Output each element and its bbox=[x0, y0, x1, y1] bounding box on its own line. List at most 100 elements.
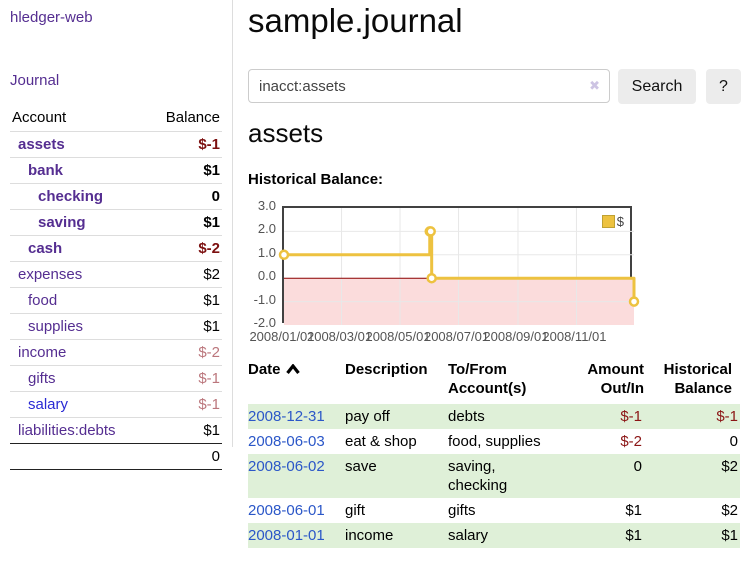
help-button[interactable]: ? bbox=[706, 69, 741, 104]
transaction-description: income bbox=[345, 527, 394, 544]
account-balance: $-1 bbox=[148, 365, 222, 392]
search-box: ✖ bbox=[248, 69, 610, 103]
transaction-amount: $-1 bbox=[620, 408, 642, 425]
y-axis-tick-label: -1.0 bbox=[253, 291, 276, 307]
transaction-date-cell[interactable]: 2008-12-31 bbox=[248, 404, 345, 429]
account-balance: $1 bbox=[148, 313, 222, 340]
accounts-header-account: Account bbox=[12, 109, 67, 126]
x-axis-tick-label: 2008/03/01 bbox=[306, 329, 373, 344]
register-header-label: Amount Out/In bbox=[587, 361, 644, 397]
sidebar-item-journal[interactable]: Journal bbox=[10, 72, 60, 89]
chart-canvas bbox=[278, 208, 640, 325]
chevron-up-icon bbox=[285, 364, 300, 374]
register-header-historical[interactable]: Historical Balance bbox=[652, 358, 740, 404]
data-point-marker bbox=[278, 249, 290, 261]
accounts-table: Account Balance assets $-1 bank $1 checking 0… bbox=[10, 105, 222, 470]
register-header-description[interactable]: Description bbox=[345, 358, 448, 404]
transaction-balance: 0 bbox=[729, 433, 738, 450]
sidebar-account-link-salary[interactable]: salary bbox=[28, 396, 69, 413]
sidebar-account-row: gifts $-1 bbox=[10, 365, 222, 392]
account-balance: $-1 bbox=[148, 391, 222, 418]
sidebar-account-row: liabilities:debts $1 bbox=[10, 417, 222, 444]
main-content: sample.journal ✖ Search ? assets Histori… bbox=[248, 0, 742, 582]
transaction-date-link[interactable]: 2008-01-01 bbox=[248, 527, 325, 544]
chart-plot-area: $ bbox=[278, 206, 640, 325]
sidebar-account-link-bank[interactable]: bank bbox=[28, 162, 64, 179]
sidebar-account-row: checking 0 bbox=[10, 183, 222, 210]
transaction-balance: $1 bbox=[721, 527, 738, 544]
search-input[interactable] bbox=[248, 69, 610, 103]
account-balance: $1 bbox=[148, 417, 222, 444]
sidebar-account-link-supplies[interactable]: supplies bbox=[28, 318, 84, 335]
transaction-description: pay off bbox=[345, 408, 390, 425]
chart-title: Historical Balance: bbox=[248, 171, 384, 188]
transaction-amount: $-2 bbox=[620, 433, 642, 450]
sidebar-account-link-checking[interactable]: checking bbox=[38, 188, 104, 205]
transaction-date-cell[interactable]: 2008-06-01 bbox=[248, 498, 345, 523]
register-header-label: Historical Balance bbox=[663, 361, 732, 397]
register-header-amount[interactable]: Amount Out/In bbox=[575, 358, 652, 404]
transaction-date-link[interactable]: 2008-06-02 bbox=[248, 458, 325, 475]
sidebar-account-row: supplies $1 bbox=[10, 313, 222, 340]
sidebar-account-link-assets[interactable]: assets bbox=[18, 136, 65, 153]
sidebar-account-row: income $-2 bbox=[10, 339, 222, 366]
historical-balance-chart: $ 3.0 2.0 1.0 0.0 -1.0 -2.0 2008/01/01 2008/03/… bbox=[248, 196, 742, 346]
sidebar-account-link-cash[interactable]: cash bbox=[28, 240, 63, 257]
transaction-amount: $1 bbox=[625, 502, 642, 519]
account-balance: $-1 bbox=[148, 131, 222, 158]
x-axis-tick-label: 2008/05/01 bbox=[365, 329, 431, 344]
data-point-marker bbox=[628, 296, 640, 307]
register-row: 2008-06-01 gift gifts $1 $2 bbox=[248, 498, 740, 523]
register-header-tofrom[interactable]: To/From Account(s) bbox=[448, 358, 575, 404]
y-axis-tick-label: 0.0 bbox=[257, 268, 276, 284]
account-heading: assets bbox=[248, 118, 324, 148]
x-axis-tick-label: 2008/01/01 bbox=[249, 329, 315, 344]
sidebar-account-row: saving $1 bbox=[10, 209, 222, 236]
sidebar-account-link-saving[interactable]: saving bbox=[38, 214, 86, 231]
transaction-accounts: salary bbox=[448, 527, 489, 544]
account-balance: 0 bbox=[148, 183, 222, 210]
sidebar-account-link-expenses[interactable]: expenses bbox=[18, 266, 83, 283]
transaction-balance: $2 bbox=[721, 458, 738, 475]
sidebar-account-link-liabilities-debts[interactable]: liabilities:debts bbox=[18, 422, 116, 439]
transaction-balance: $2 bbox=[721, 502, 738, 519]
y-axis-tick-label: 3.0 bbox=[257, 198, 276, 213]
sidebar-account-row: expenses $2 bbox=[10, 261, 222, 288]
data-point-marker bbox=[426, 272, 437, 284]
register-row: 2008-06-02 save saving, checking 0 $2 bbox=[248, 454, 740, 498]
register-header-date[interactable]: Date bbox=[248, 358, 345, 404]
register-row: 2008-12-31 pay off debts $-1 $-1 bbox=[248, 404, 740, 429]
account-balance: $1 bbox=[148, 157, 222, 184]
account-balance: $1 bbox=[148, 209, 222, 236]
x-axis-tick-label: 2008/09/01 bbox=[483, 329, 549, 344]
transaction-amount: 0 bbox=[633, 458, 642, 475]
transaction-date-link[interactable]: 2008-12-31 bbox=[248, 408, 325, 425]
sidebar-account-link-income[interactable]: income bbox=[18, 344, 67, 361]
app-title-link[interactable]: hledger-web bbox=[10, 9, 93, 26]
sidebar-account-row: salary $-1 bbox=[10, 391, 222, 418]
y-axis-tick-label: 1.0 bbox=[257, 244, 276, 260]
y-axis-tick-label: -2.0 bbox=[253, 315, 276, 330]
chart-legend: $ bbox=[599, 213, 626, 230]
transaction-accounts: saving, checking bbox=[448, 458, 508, 494]
register-table: Date Description To/From Account(s) Amount … bbox=[248, 358, 740, 548]
page-title: sample.journal bbox=[248, 2, 463, 39]
transaction-description: eat & shop bbox=[345, 433, 417, 450]
account-balance: $-2 bbox=[148, 235, 222, 262]
sidebar-account-link-gifts[interactable]: gifts bbox=[28, 370, 56, 387]
transaction-date-link[interactable]: 2008-06-03 bbox=[248, 433, 325, 450]
transaction-date-link[interactable]: 2008-06-01 bbox=[248, 502, 325, 519]
search-button[interactable]: Search bbox=[618, 69, 696, 104]
x-axis-tick-label: 2008/11/01 bbox=[542, 329, 607, 344]
data-point-marker bbox=[425, 226, 436, 237]
sidebar-account-row: bank $1 bbox=[10, 157, 222, 184]
transaction-accounts: food, supplies bbox=[448, 433, 541, 450]
transaction-date-cell[interactable]: 2008-06-02 bbox=[248, 454, 345, 498]
transaction-date-cell[interactable]: 2008-01-01 bbox=[248, 523, 345, 548]
clear-x-icon[interactable]: ✖ bbox=[589, 78, 600, 93]
accounts-header-balance: Balance bbox=[165, 109, 220, 126]
register-header-label: Date bbox=[248, 361, 281, 378]
sidebar-account-link-food[interactable]: food bbox=[28, 292, 58, 309]
x-axis-tick-label: 2008/07/01 bbox=[423, 329, 490, 344]
transaction-date-cell[interactable]: 2008-06-03 bbox=[248, 429, 345, 454]
